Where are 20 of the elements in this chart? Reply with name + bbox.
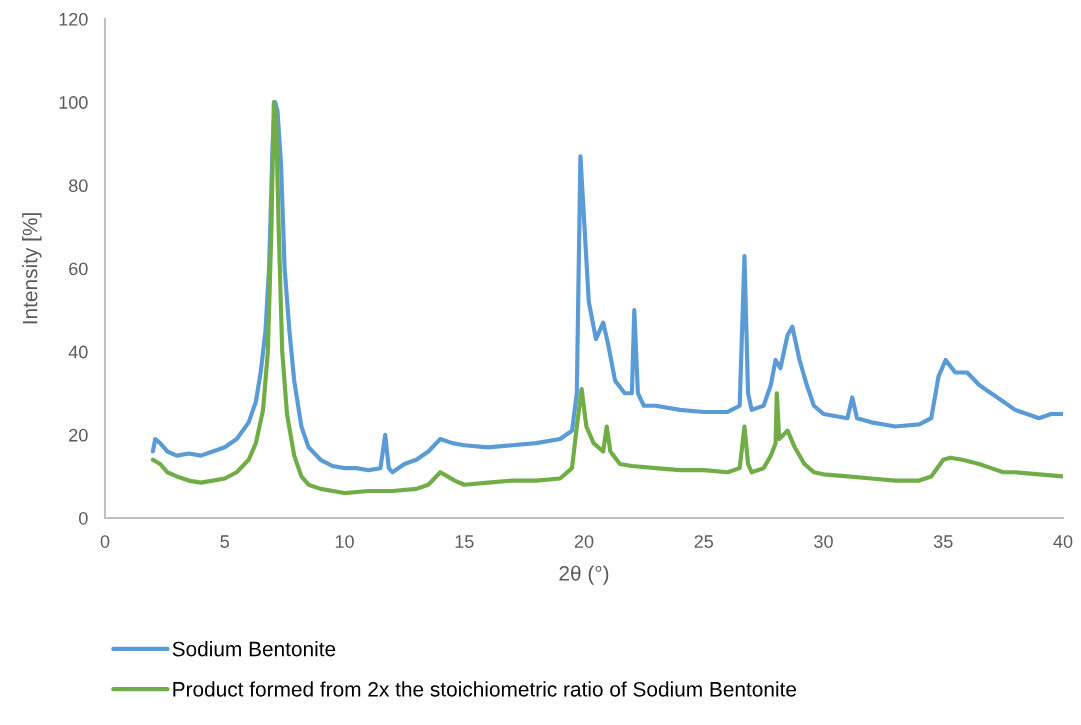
legend-label: Sodium Bentonite	[172, 641, 336, 657]
x-tick-label: 30	[814, 535, 833, 548]
x-tick-label: 0	[100, 535, 110, 548]
y-tick-label: 60	[69, 262, 88, 276]
x-axis-title: 2θ (°)	[559, 565, 609, 585]
y-tick-label: 100	[59, 96, 88, 109]
x-tick-label: 40	[1053, 535, 1073, 548]
x-tick-label: 5	[220, 535, 230, 548]
x-tick-label: 25	[694, 535, 714, 548]
x-tick-label: 10	[335, 535, 354, 548]
x-tick-label: 15	[455, 535, 474, 548]
y-tick-label: 120	[59, 12, 88, 26]
y-tick-label: 40	[68, 345, 88, 359]
y-tick-label: 80	[69, 179, 88, 193]
x-tick-label: 20	[574, 535, 594, 548]
y-axis-title: Intensity [%]	[22, 213, 42, 324]
legend-label: Product formed from 2x the stoichiometric ratio of Sodium Bentonite	[173, 681, 797, 697]
y-tick-label: 0	[79, 511, 88, 525]
x-tick-label: 35	[933, 535, 953, 548]
y-tick-label: 20	[69, 428, 88, 442]
